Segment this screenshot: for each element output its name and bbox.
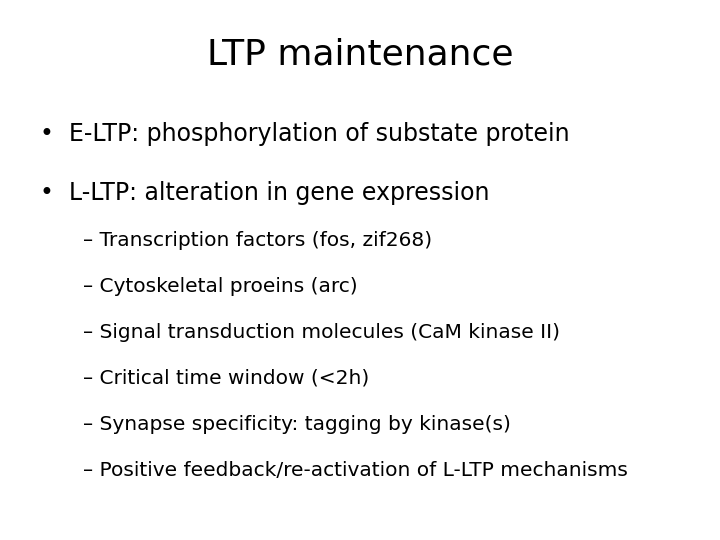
- Text: – Synapse specificity: tagging by kinase(s): – Synapse specificity: tagging by kinase…: [83, 415, 510, 434]
- Text: – Signal transduction molecules (CaM kinase II): – Signal transduction molecules (CaM kin…: [83, 323, 560, 342]
- Text: – Positive feedback/re-activation of L-LTP mechanisms: – Positive feedback/re-activation of L-L…: [83, 461, 628, 480]
- Text: •  L-LTP: alteration in gene expression: • L-LTP: alteration in gene expression: [40, 181, 489, 205]
- Text: – Cytoskeletal proeins (arc): – Cytoskeletal proeins (arc): [83, 277, 357, 296]
- Text: – Transcription factors (fos, zif268): – Transcription factors (fos, zif268): [83, 231, 432, 250]
- Text: LTP maintenance: LTP maintenance: [207, 38, 513, 72]
- Text: – Critical time window (<2h): – Critical time window (<2h): [83, 369, 369, 388]
- Text: •  E-LTP: phosphorylation of substate protein: • E-LTP: phosphorylation of substate pro…: [40, 122, 570, 145]
